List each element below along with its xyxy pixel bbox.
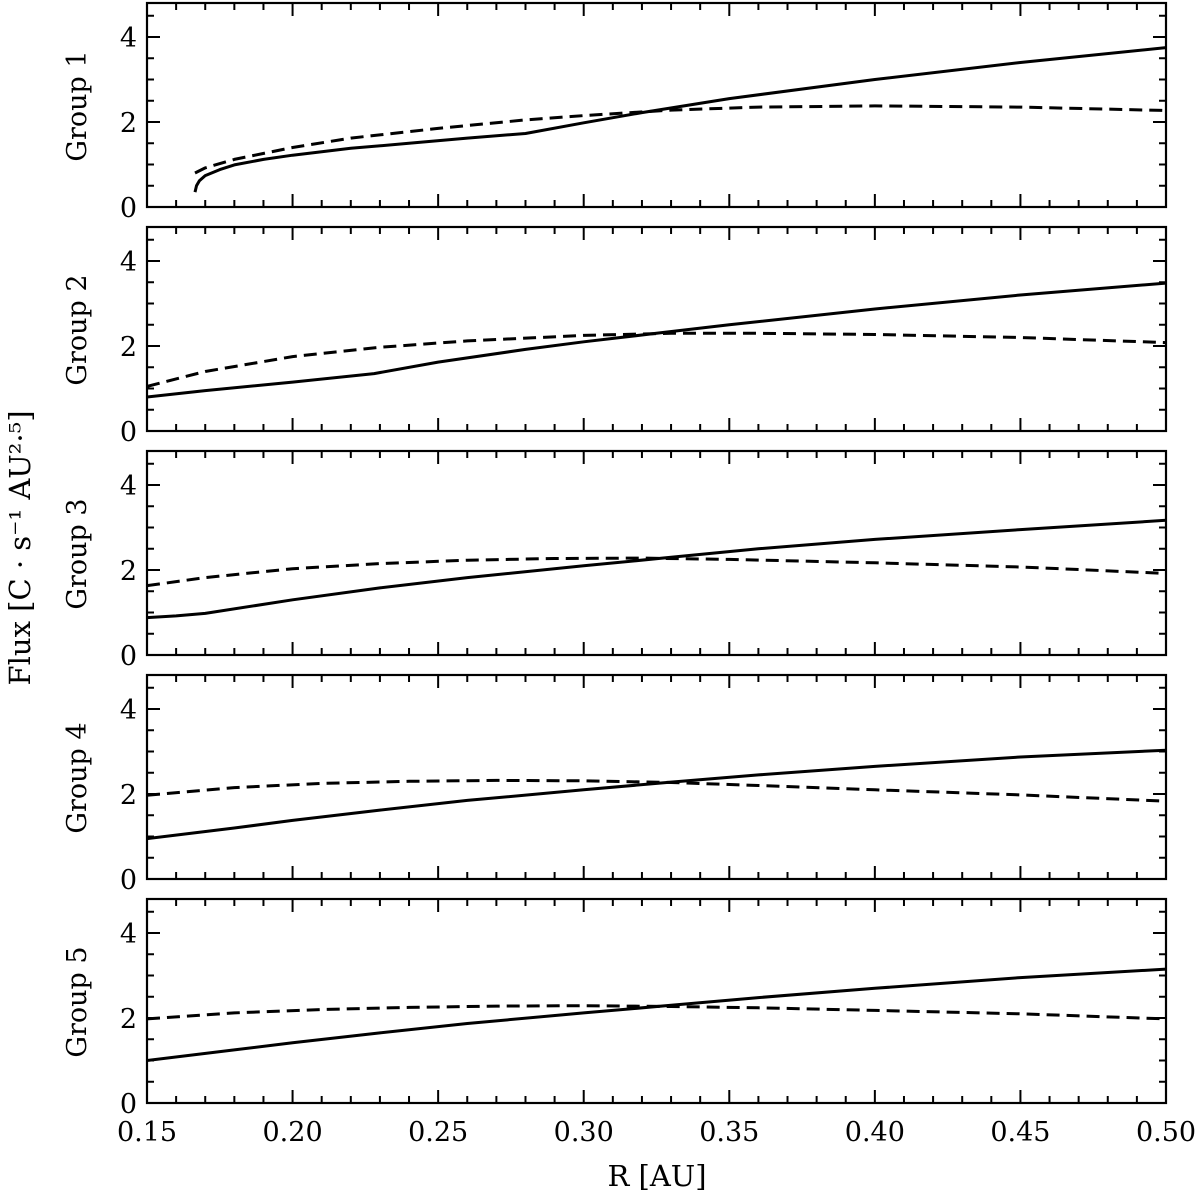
- panel-label: Group 4: [62, 722, 93, 833]
- y-axis-title: Flux [C · s⁻¹ AU²·⁵]: [3, 410, 37, 685]
- dashed-series-line: [147, 778, 1166, 803]
- y-tick-label: 4: [120, 471, 137, 502]
- panel-frame: [145, 225, 1168, 433]
- y-tick-label: 4: [120, 919, 137, 950]
- x-tick-label: 0.50: [1136, 1117, 1196, 1148]
- x-tick-label: 0.30: [554, 1117, 614, 1148]
- panel-label: Group 3: [62, 498, 93, 609]
- x-tick-label: 0.15: [117, 1117, 177, 1148]
- panel-label: Group 1: [62, 50, 93, 161]
- panel-frame: [145, 673, 1168, 881]
- y-tick-label: 0: [120, 641, 137, 672]
- y-tick-label: 2: [120, 1004, 137, 1035]
- x-tick-label: 0.25: [408, 1117, 468, 1148]
- solid-series-line: [147, 967, 1166, 1062]
- dashed-series-line: [147, 556, 1166, 588]
- y-tick-label: 0: [120, 193, 137, 224]
- panel-label: Group 5: [62, 946, 93, 1057]
- x-tick-label: 0.20: [263, 1117, 323, 1148]
- x-axis-title: R [AU]: [607, 1159, 706, 1193]
- panel-group-3: 0 2 4 Group 3: [62, 449, 1168, 672]
- y-tick-label: 4: [120, 695, 137, 726]
- y-tick-label: 0: [120, 865, 137, 896]
- y-tick-label: 2: [120, 108, 137, 139]
- panel-frame: [145, 1, 1168, 209]
- panel-group-5: 0 2 4 Group 5: [62, 897, 1168, 1120]
- panel-frame: [145, 449, 1168, 657]
- y-tick-label: 2: [120, 332, 137, 363]
- panel-group-4: 0 2 4 Group 4: [62, 673, 1168, 896]
- x-tick-label: 0.40: [845, 1117, 905, 1148]
- dashed-series-line: [147, 1004, 1166, 1021]
- y-tick-label: 4: [120, 23, 137, 54]
- panel-group-1: 0 2 4 Group 1: [62, 1, 1168, 224]
- y-tick-label: 0: [120, 1089, 137, 1120]
- panel-label: Group 2: [62, 274, 93, 385]
- solid-series-line: [193, 46, 1166, 193]
- dashed-series-line: [147, 331, 1166, 388]
- panel-group-2: 0 2 4 Group 2: [62, 225, 1168, 448]
- y-tick-label: 4: [120, 247, 137, 278]
- x-tick-label: 0.35: [699, 1117, 759, 1148]
- solid-series-line: [147, 748, 1166, 841]
- y-tick-label: 2: [120, 556, 137, 587]
- dashed-series-line: [194, 104, 1166, 175]
- solid-series-line: [147, 518, 1166, 620]
- solid-series-line: [147, 281, 1166, 399]
- y-tick-label: 0: [120, 417, 137, 448]
- y-tick-label: 2: [120, 780, 137, 811]
- chart-panels: 0 2 4 Group 1 0 2 4 Group 2 0 2 4 Group 3 0 2 4 Group 4…: [62, 1, 1196, 1148]
- panel-frame: [145, 897, 1168, 1105]
- x-tick-label: 0.45: [990, 1117, 1050, 1148]
